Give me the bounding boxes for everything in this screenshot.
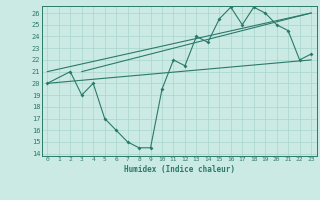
X-axis label: Humidex (Indice chaleur): Humidex (Indice chaleur): [124, 165, 235, 174]
